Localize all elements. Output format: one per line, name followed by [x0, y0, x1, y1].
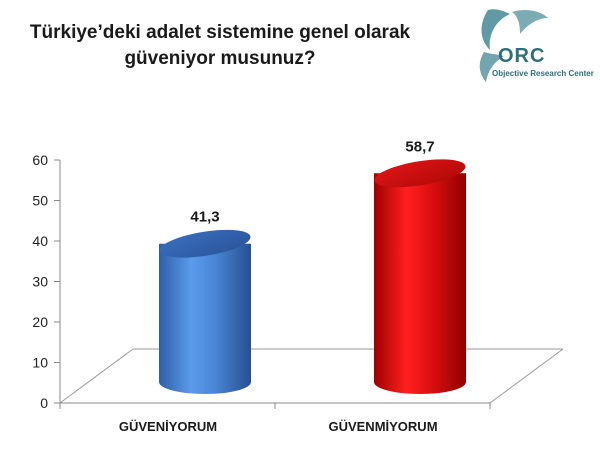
bar-2 — [374, 159, 466, 394]
axes — [59, 160, 564, 409]
data-label: 41,3 — [190, 209, 219, 226]
floor-left-edge — [59, 348, 134, 404]
x-tick-label: GÜVENİYORUM — [119, 419, 217, 434]
floor-right-edge — [489, 348, 564, 404]
x-tick-label: GÜVENMİYORUM — [328, 419, 437, 434]
y-tick-label: 30 — [32, 274, 48, 290]
y-tick-label: 20 — [32, 314, 48, 330]
x-labels: GÜVENİYORUM GÜVENMİYORUM — [119, 419, 438, 434]
logo-text: Objective Research Center — [492, 69, 594, 78]
orc-logo: ORC Objective Research Center — [479, 9, 594, 82]
chart-title: Türkiye’deki adalet sistemine genel olar… — [10, 20, 430, 72]
bar-body — [159, 243, 251, 394]
bar-top — [374, 159, 466, 188]
y-tick-label: 50 — [32, 193, 48, 209]
logo-mark: ORC — [498, 45, 545, 67]
chart-title-line-1: Türkiye’deki adalet sistemine genel olar… — [29, 22, 411, 43]
y-tick-label: 0 — [40, 395, 48, 411]
leaf-icon — [479, 9, 548, 82]
y-tick-label: 40 — [32, 233, 48, 249]
bar-top — [159, 229, 251, 258]
bar-1 — [159, 229, 251, 394]
y-ticks: 0 10 20 30 40 50 60 — [32, 152, 60, 411]
bar-body — [374, 173, 466, 394]
chart-title-line-2: güveniyor musunuz? — [124, 48, 316, 69]
data-label: 58,7 — [405, 138, 434, 155]
y-tick-label: 60 — [32, 152, 48, 168]
bars: 41,3 58,7 — [159, 138, 466, 394]
y-tick-label: 10 — [32, 355, 48, 371]
